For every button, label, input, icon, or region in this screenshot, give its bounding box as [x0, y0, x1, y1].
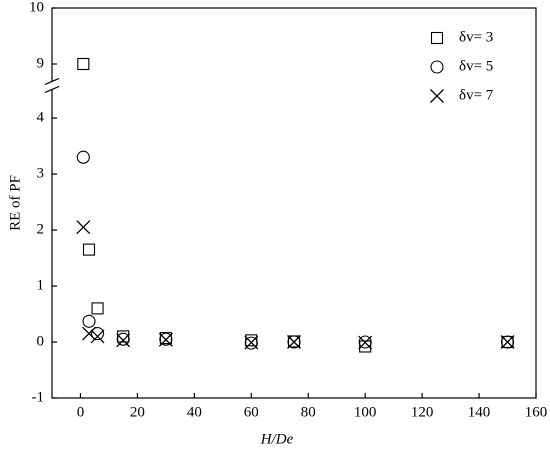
y-tick-label: 9 [37, 55, 45, 71]
y-tick-label: 3 [37, 165, 45, 181]
y-tick-label: 2 [37, 221, 45, 237]
marker-square [77, 57, 90, 71]
y-tick-label: 0 [37, 333, 45, 349]
axis-break [44, 85, 60, 93]
x-tick-label: 100 [354, 404, 377, 420]
marker-cross [82, 326, 96, 341]
y-tick-label: 4 [37, 109, 45, 125]
x-tick-label: 160 [525, 404, 548, 420]
marker-square [359, 340, 372, 353]
marker-circle [430, 60, 444, 74]
marker-square [245, 334, 258, 347]
x-tick-label: 60 [244, 404, 259, 420]
axis-break-gap [49, 81, 55, 90]
marker-square [91, 302, 104, 315]
x-tick-label: 20 [130, 404, 145, 420]
x-tick-label: 40 [187, 404, 202, 420]
y-tick-label: -1 [32, 389, 45, 405]
x-tick-label: 140 [468, 404, 491, 420]
axis-break [44, 77, 60, 85]
legend-label: δv= 5 [459, 58, 493, 74]
x-tick-label: 120 [411, 404, 434, 420]
marker-square [430, 31, 444, 45]
marker-cross [158, 332, 173, 347]
y-tick-label: 10 [29, 0, 44, 15]
y-axis-label: RE of PF [7, 175, 23, 231]
marker-cross [90, 329, 105, 344]
marker-cross [244, 335, 259, 350]
marker-circle [76, 150, 90, 164]
plot-frame [51, 7, 537, 399]
marker-circle [116, 332, 130, 346]
x-tick-label: 80 [301, 404, 316, 420]
marker-cross [500, 335, 515, 349]
y-tick-label: 1 [37, 277, 45, 293]
x-axis-label: H/De [260, 431, 294, 447]
marker-square [82, 243, 96, 256]
marker-cross [287, 335, 301, 349]
marker-cross [358, 335, 373, 350]
marker-cross [430, 89, 444, 103]
marker-circle [159, 332, 173, 346]
legend-label: δv= 3 [459, 29, 493, 45]
marker-cross [76, 220, 91, 235]
marker-circle [287, 335, 301, 349]
marker-circle [244, 336, 258, 350]
marker-cross [116, 333, 131, 348]
marker-circle [500, 335, 515, 349]
marker-circle [91, 327, 105, 341]
marker-circle [358, 335, 372, 349]
marker-circle [82, 314, 96, 328]
legend-label: δv= 7 [459, 87, 494, 103]
x-tick-label: 0 [77, 404, 85, 420]
